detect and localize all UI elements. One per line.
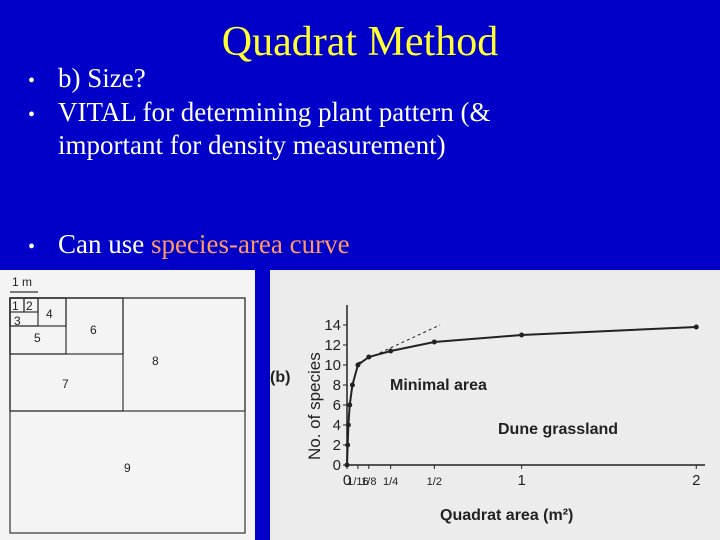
x-tick-label: 1/2 (427, 476, 442, 488)
point (431, 339, 437, 345)
annotation: Minimal area (390, 377, 487, 394)
background (0, 270, 255, 540)
bullet-dot: • (28, 70, 36, 92)
y-axis-label: No. of species (305, 352, 324, 460)
point (345, 422, 351, 428)
x-tick-label: 1 (517, 472, 525, 489)
quadrat-label: 7 (62, 377, 69, 391)
scale-label: 1 m (12, 275, 32, 289)
point (519, 332, 525, 338)
quadrat-label: 2 (26, 299, 33, 313)
quadrat-label: 9 (124, 461, 131, 475)
y-tick-label: 6 (333, 397, 341, 414)
quadrat-label: 8 (152, 354, 159, 368)
bullet-text: Can use (58, 229, 151, 259)
y-tick-label: 2 (333, 437, 341, 454)
point (366, 354, 372, 360)
point (349, 382, 355, 388)
quadrat-diagram: 1 m 1 23 45 6 7 8 9 (0, 270, 255, 540)
title: Quadrat Method (221, 19, 499, 65)
bullet-dot: • (28, 104, 36, 126)
quadrat-lines (9, 291, 246, 534)
y-tick-label: 14 (324, 317, 341, 334)
highlight: species-area curve (150, 229, 350, 259)
bullet: VITAL for determining plant pattern (& i… (58, 97, 491, 160)
panel-label: (b) (270, 369, 290, 386)
x-tick-label: 1/8 (361, 476, 376, 488)
quadrat-label: 5 (34, 331, 41, 345)
x-tick-label: 0 (343, 472, 351, 489)
quadrat-label: 4 (46, 307, 53, 321)
y-tick-label: 0 (333, 457, 341, 474)
x-tick-label: 1/16 (347, 476, 368, 488)
x-tick-label: 1/4 (383, 476, 398, 488)
point (344, 462, 350, 468)
point (347, 402, 353, 408)
y-tick-label: 8 (333, 377, 341, 394)
quadrat-label: 3 (14, 314, 21, 328)
y-tick-label: 10 (324, 357, 341, 374)
bullet-dot: • (28, 236, 36, 258)
point (693, 324, 699, 330)
y-tick-label: 12 (324, 337, 341, 354)
bullet: b) Size? (58, 63, 146, 93)
point (388, 348, 394, 354)
quadrat-label: 6 (90, 323, 97, 337)
quadrat-label: 1 (12, 299, 19, 313)
point (345, 442, 351, 448)
x-axis-label: Quadrat area (m²) (440, 507, 573, 524)
point (355, 362, 361, 368)
annotation: Dune grassland (498, 421, 618, 438)
y-tick-label: 4 (333, 417, 341, 434)
bullet: Can use species-area curve (58, 228, 350, 261)
x-tick-label: 2 (692, 472, 700, 489)
